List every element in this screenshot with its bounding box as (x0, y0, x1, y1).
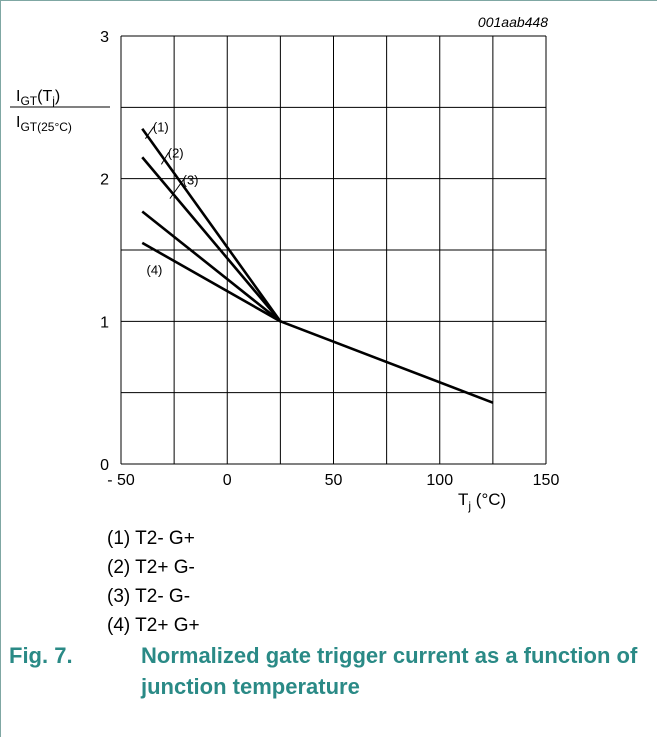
legend-item-1: (1) T2- G+ (107, 528, 195, 549)
chart-series (141, 127, 494, 404)
series-line-5 (279, 320, 494, 404)
figure-id: 001aab448 (478, 14, 548, 30)
curve-label-2: (2) (168, 145, 184, 160)
curve-labels: (1) (2) (3) (4) (145, 120, 199, 277)
y-label-den-sub: GT(25°C) (20, 120, 71, 134)
y-tick-label: 0 (100, 457, 109, 474)
figure-title: Normalized gate trigger current as a fun… (141, 643, 638, 699)
y-tick-label: 3 (100, 29, 109, 46)
curve-label-4: (4) (147, 262, 163, 277)
legend-item-2: (2) T2+ G- (107, 557, 195, 578)
y-label-main: I (16, 88, 20, 105)
y-label-sub2: j (51, 94, 55, 108)
curve-label-1: (1) (153, 120, 169, 135)
y-label-den-main: I (16, 114, 20, 131)
legend-item-4: (4) T2+ G+ (107, 615, 200, 636)
series-line-4 (141, 241, 282, 323)
series-line-3 (141, 210, 282, 323)
series-line-1 (141, 127, 282, 323)
legend-item-3: (3) T2- G- (107, 586, 191, 607)
y-label-paren: (T (37, 88, 52, 105)
figure-number: Fig. 7. (9, 643, 73, 668)
x-label-rest: (°C) (471, 490, 506, 509)
svg-text:IGT(Tj): IGT(Tj) (16, 88, 60, 108)
x-axis-label: Tj (°C) (458, 490, 506, 513)
y-axis-label: IGT(Tj) IGT(25°C) (10, 88, 110, 134)
legend: (1) T2- G+ (2) T2+ G- (3) T2- G- (4) T2+… (107, 524, 200, 640)
y-label-close: ) (55, 88, 60, 105)
x-tick-label: 0 (223, 472, 232, 489)
curve-label-3: (3) (183, 172, 199, 187)
y-tick-label: 2 (100, 172, 109, 189)
x-tick-label: - 50 (107, 472, 135, 489)
x-label-main: T (458, 490, 468, 509)
y-tick-label: 1 (100, 314, 109, 331)
x-tick-label: 100 (426, 472, 453, 489)
curve-label-leader-1 (145, 126, 155, 140)
x-label-sub: j (467, 499, 471, 513)
svg-text:IGT(25°C): IGT(25°C) (16, 114, 72, 134)
curve-label-leader-3 (169, 179, 185, 199)
curve-label-leader-2 (160, 152, 170, 165)
y-label-sub1: GT (20, 94, 37, 108)
x-tick-label: 50 (325, 472, 343, 489)
x-tick-label: 150 (533, 472, 560, 489)
series-line-2 (141, 156, 282, 323)
